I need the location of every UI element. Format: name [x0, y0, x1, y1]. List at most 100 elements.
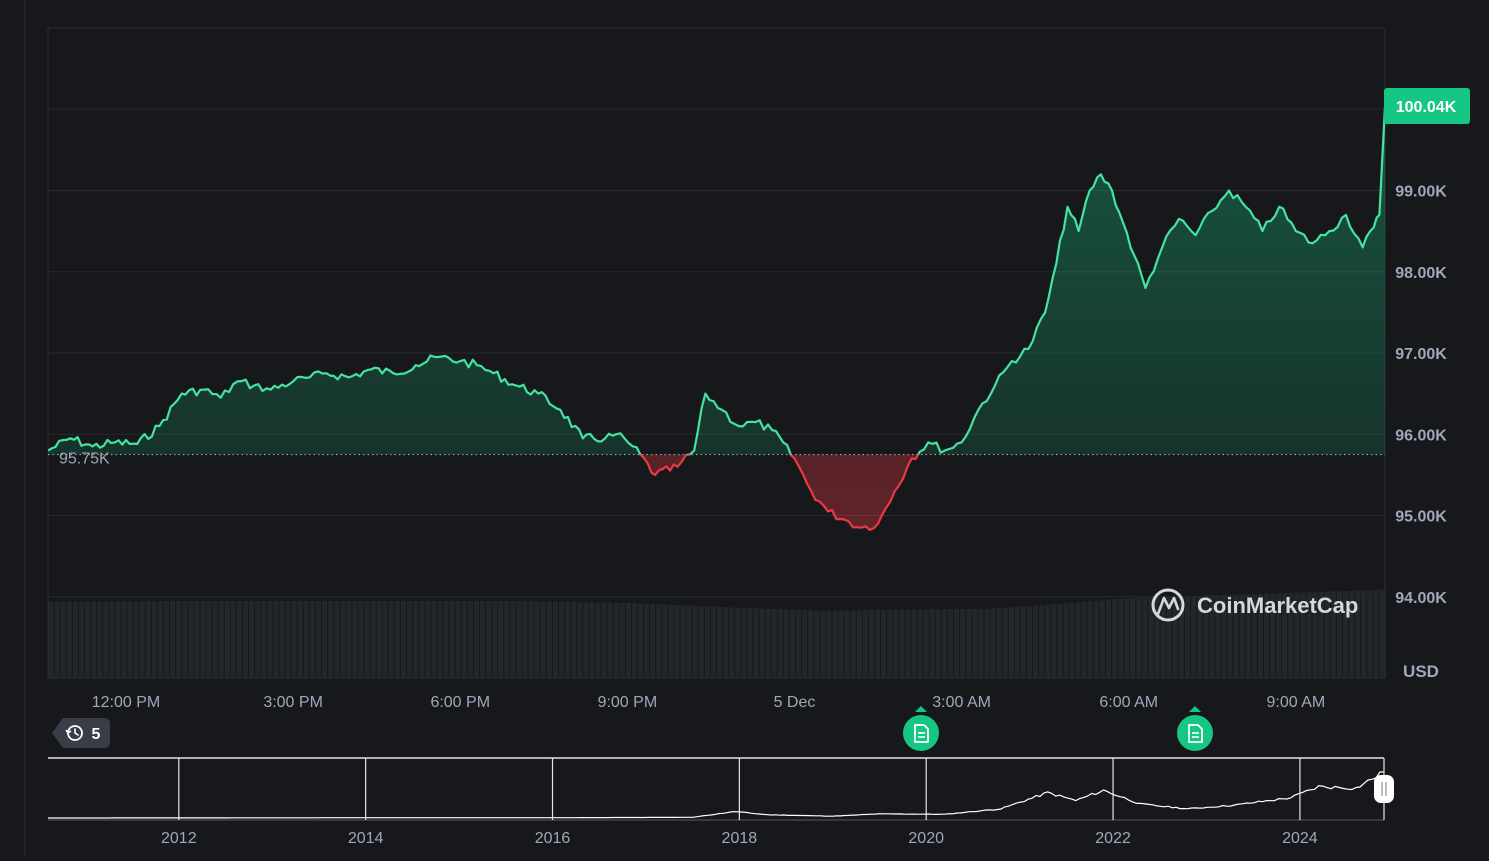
volume-bar — [966, 608, 972, 678]
volume-bar — [516, 601, 522, 678]
volume-bar — [960, 608, 966, 678]
volume-bar — [868, 609, 875, 678]
navigator-year-label: 2014 — [348, 830, 384, 847]
range-handle[interactable] — [1374, 775, 1394, 803]
volume-bar — [534, 601, 540, 678]
volume-bar — [157, 601, 163, 678]
volume-bar — [844, 610, 850, 678]
volume-bar — [996, 607, 1002, 678]
news-markers[interactable] — [903, 706, 1213, 751]
volume-bar — [1342, 590, 1349, 678]
volume-bar — [370, 601, 376, 678]
volume-bar — [577, 602, 583, 678]
volume-bar — [1160, 597, 1166, 678]
volume-bar — [631, 603, 637, 678]
volume-bar — [78, 601, 84, 678]
volume-bar — [777, 609, 783, 678]
navigator-year-label: 2024 — [1282, 830, 1318, 847]
volume-bar — [1276, 593, 1282, 678]
volume-bar — [376, 601, 382, 678]
volume-bar — [1154, 597, 1160, 678]
news-marker[interactable] — [903, 706, 939, 751]
volume-bar — [941, 609, 947, 678]
volume-bar — [103, 601, 109, 678]
volume-bar — [473, 601, 479, 678]
volume-bar — [127, 601, 133, 678]
volume-bar — [978, 608, 984, 678]
volume-bar — [364, 601, 370, 678]
volume-bar — [443, 601, 449, 678]
volume-bar — [91, 601, 97, 678]
volume-bar — [224, 601, 230, 678]
volume-bar — [188, 601, 194, 678]
current-price-label: 100.04K — [1396, 99, 1457, 116]
volume-bar — [1057, 603, 1063, 678]
volume-bar — [1227, 594, 1233, 678]
volume-bar — [935, 609, 941, 678]
volume-bar — [498, 601, 504, 678]
volume-bar — [407, 601, 413, 678]
volume-bar — [419, 601, 425, 678]
volume-bar — [455, 601, 461, 678]
volume-bar — [279, 601, 285, 678]
volume-bar — [315, 601, 321, 678]
volume-bar — [826, 610, 832, 678]
volume-bar — [1148, 597, 1154, 678]
history-badge[interactable]: 5 — [52, 718, 110, 748]
volume-bar — [334, 601, 340, 678]
volume-bar — [595, 602, 601, 678]
volume-bar — [461, 601, 467, 678]
volume-bar — [1051, 604, 1057, 678]
document-outline — [914, 724, 929, 743]
history-icon — [65, 725, 83, 741]
volume-bar — [267, 601, 273, 678]
range-handle-body — [1374, 775, 1394, 803]
news-marker[interactable] — [1177, 706, 1213, 751]
volume-bar — [583, 602, 589, 678]
volume-bar — [1300, 592, 1306, 678]
document-icon — [914, 724, 929, 743]
volume-bar — [346, 601, 352, 678]
volume-bar — [717, 606, 723, 678]
volume-bar — [558, 601, 565, 678]
volume-bar — [1026, 605, 1033, 678]
volume-bar — [1075, 602, 1081, 678]
volume-bar — [1263, 593, 1270, 678]
volume-bar — [1312, 591, 1318, 678]
volume-bar — [637, 603, 644, 678]
volume-bar — [723, 607, 729, 678]
volume-bar — [425, 601, 431, 678]
volume-bar — [984, 608, 990, 678]
news-marker-pointer — [1189, 706, 1201, 712]
x-tick-label: 9:00 PM — [598, 694, 658, 711]
volume-bar — [1039, 605, 1045, 678]
volume-bar — [449, 601, 455, 678]
volume-bar — [613, 602, 619, 678]
volume-bar — [1349, 590, 1355, 678]
volume-bar — [1112, 599, 1118, 678]
volume-bar — [504, 601, 510, 678]
volume-bar — [972, 608, 978, 678]
volume-bar — [431, 601, 437, 678]
volume-bar — [1251, 593, 1257, 678]
volume-bar — [1118, 598, 1124, 678]
area-below-baseline — [640, 454, 919, 530]
volume-bar — [510, 601, 516, 678]
x-tick-label: 9:00 AM — [1267, 694, 1326, 711]
volume-bar — [291, 601, 297, 678]
volume-bar — [394, 601, 400, 678]
volume-bar — [303, 601, 309, 678]
volume-bar — [1130, 598, 1136, 678]
volume-bar — [668, 604, 674, 678]
volume-bar — [1257, 593, 1263, 678]
volume-bar — [145, 601, 151, 678]
volume-bar — [911, 609, 917, 678]
volume-bar — [1099, 600, 1105, 678]
volume-bar — [109, 601, 115, 678]
volume-bar — [218, 601, 224, 678]
volume-bar — [1294, 592, 1300, 678]
volume-bar — [1318, 591, 1324, 678]
time-range-navigator[interactable]: 2012 2014 2016 2018 2020 2022 2024 — [48, 757, 1394, 847]
